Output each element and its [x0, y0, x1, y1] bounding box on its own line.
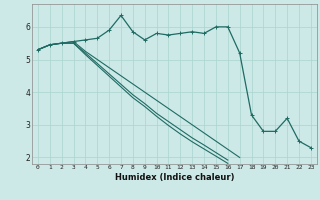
X-axis label: Humidex (Indice chaleur): Humidex (Indice chaleur) — [115, 173, 234, 182]
